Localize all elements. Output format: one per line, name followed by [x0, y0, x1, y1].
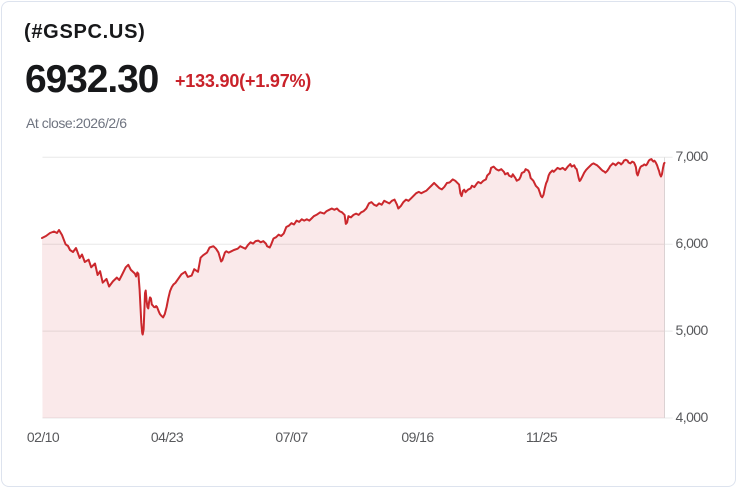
svg-text:04/23: 04/23	[151, 429, 184, 445]
svg-text:4,000: 4,000	[676, 409, 709, 425]
svg-text:09/16: 09/16	[401, 429, 434, 445]
svg-text:5,000: 5,000	[676, 322, 709, 338]
svg-text:7,000: 7,000	[676, 148, 709, 164]
svg-text:02/10: 02/10	[27, 429, 60, 445]
svg-text:07/07: 07/07	[275, 429, 308, 445]
svg-text:11/25: 11/25	[526, 429, 558, 445]
svg-text:6,000: 6,000	[676, 235, 709, 251]
